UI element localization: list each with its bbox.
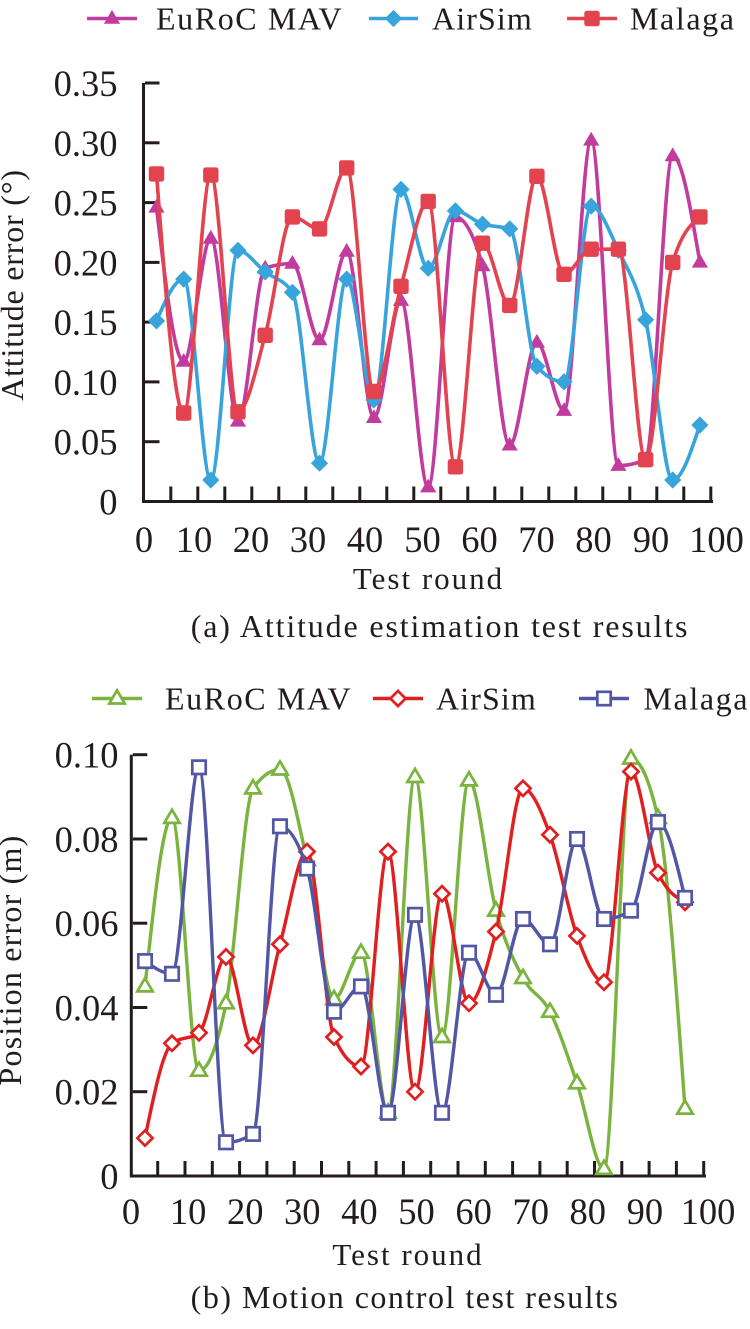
svg-text:100: 100 bbox=[689, 519, 744, 560]
svg-text:Attitude error (°): Attitude error (°) bbox=[0, 169, 30, 401]
svg-text:60: 60 bbox=[455, 1191, 492, 1232]
svg-text:(b) Motion control test result: (b) Motion control test results bbox=[191, 1279, 620, 1315]
svg-text:AirSim: AirSim bbox=[432, 1, 533, 37]
svg-text:0.10: 0.10 bbox=[55, 735, 119, 776]
svg-text:90: 90 bbox=[633, 519, 670, 560]
svg-text:Test round: Test round bbox=[332, 1237, 483, 1272]
svg-text:0.15: 0.15 bbox=[54, 302, 118, 343]
svg-text:Test round: Test round bbox=[353, 561, 504, 596]
svg-text:80: 80 bbox=[575, 519, 612, 560]
svg-text:80: 80 bbox=[570, 1191, 607, 1232]
svg-text:30: 30 bbox=[284, 1191, 321, 1232]
svg-text:20: 20 bbox=[227, 1191, 264, 1232]
svg-text:Malaga: Malaga bbox=[630, 1, 736, 37]
svg-text:0.25: 0.25 bbox=[54, 183, 118, 224]
svg-text:50: 50 bbox=[398, 1191, 435, 1232]
svg-text:0: 0 bbox=[122, 1191, 140, 1232]
svg-text:0: 0 bbox=[135, 519, 153, 560]
svg-text:40: 40 bbox=[347, 519, 384, 560]
svg-text:90: 90 bbox=[627, 1191, 664, 1232]
svg-text:20: 20 bbox=[233, 519, 270, 560]
svg-text:0.08: 0.08 bbox=[55, 819, 119, 860]
svg-text:100: 100 bbox=[681, 1191, 736, 1232]
svg-text:0.06: 0.06 bbox=[55, 903, 119, 944]
svg-text:50: 50 bbox=[404, 519, 441, 560]
svg-text:(a) Attitude estimation test r: (a) Attitude estimation test results bbox=[191, 608, 690, 644]
svg-text:0.20: 0.20 bbox=[54, 242, 118, 283]
svg-text:AirSim: AirSim bbox=[436, 681, 537, 717]
svg-text:60: 60 bbox=[461, 519, 498, 560]
svg-text:0.05: 0.05 bbox=[54, 422, 118, 463]
svg-text:Position error (m): Position error (m) bbox=[0, 835, 28, 1086]
svg-text:0.04: 0.04 bbox=[55, 988, 119, 1029]
svg-text:EuRoC MAV: EuRoC MAV bbox=[156, 1, 343, 37]
svg-text:Malaga: Malaga bbox=[644, 681, 750, 717]
svg-text:0.10: 0.10 bbox=[54, 362, 118, 403]
svg-text:EuRoC MAV: EuRoC MAV bbox=[165, 681, 352, 717]
svg-text:0.30: 0.30 bbox=[54, 123, 118, 164]
svg-text:70: 70 bbox=[518, 519, 555, 560]
svg-text:0: 0 bbox=[100, 1156, 118, 1197]
svg-text:70: 70 bbox=[512, 1191, 549, 1232]
svg-text:10: 10 bbox=[170, 1191, 207, 1232]
svg-text:0: 0 bbox=[99, 482, 117, 523]
svg-text:40: 40 bbox=[341, 1191, 378, 1232]
svg-text:30: 30 bbox=[290, 519, 327, 560]
svg-text:0.02: 0.02 bbox=[55, 1072, 119, 1113]
svg-text:10: 10 bbox=[176, 519, 213, 560]
svg-text:0.35: 0.35 bbox=[54, 63, 118, 104]
